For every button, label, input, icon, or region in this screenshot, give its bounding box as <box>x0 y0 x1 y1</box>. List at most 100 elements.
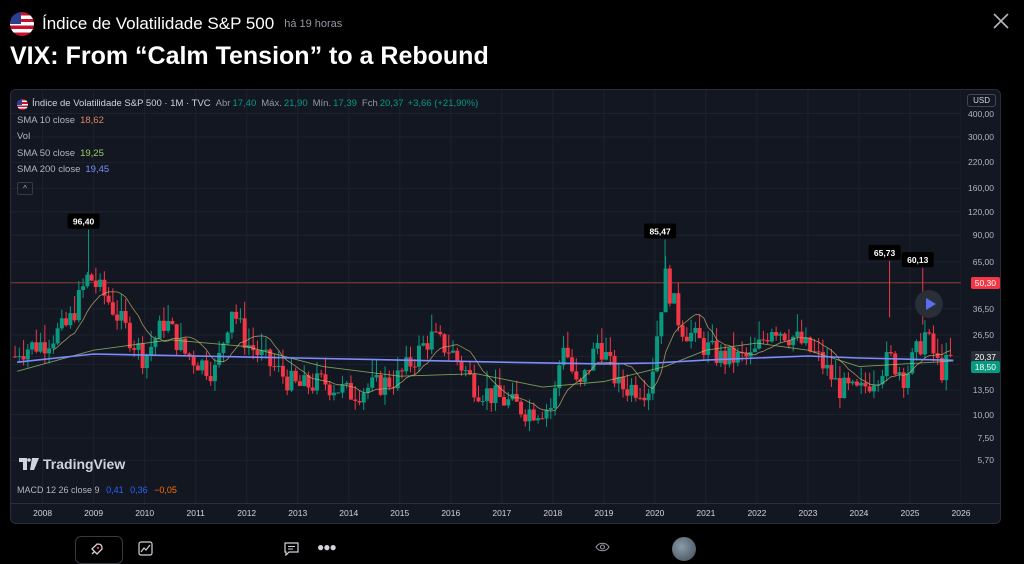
candle-body <box>714 340 719 364</box>
candle-body <box>829 364 834 380</box>
candle-body <box>195 365 200 371</box>
candle-body <box>608 351 613 356</box>
sma10-line <box>53 291 951 412</box>
candle-body <box>506 399 511 406</box>
candle-body <box>187 353 192 357</box>
price-scale[interactable]: 400,00 300,00 220,00 160,00 120,00 90,00 65,00… <box>962 90 1000 490</box>
price-tick: 120,00 <box>968 206 994 217</box>
candle-body <box>931 333 936 354</box>
vol-label[interactable]: Vol <box>17 131 31 142</box>
candle-body <box>935 353 940 358</box>
time-axis[interactable]: 2008 2009 2010 2011 2012 2013 2014 2015 2016 2017… <box>11 503 1000 522</box>
candle-body <box>914 341 919 353</box>
candle-body <box>565 347 570 358</box>
price-plot[interactable]: 96,40 85,47 65,73 60,13 <box>11 90 961 503</box>
bottom-bar: ●●● <box>0 534 1024 564</box>
candle-body <box>493 385 498 404</box>
candle-body <box>234 311 239 319</box>
time-tick: 2018 <box>543 508 563 518</box>
candle-body <box>370 377 375 388</box>
candle-body <box>918 341 923 355</box>
candle-body <box>701 338 706 355</box>
candle-body <box>485 388 490 402</box>
sma50-label[interactable]: SMA 50 close <box>17 147 76 159</box>
candle-body <box>68 313 73 326</box>
author-link[interactable] <box>672 537 704 561</box>
candle-body <box>536 418 541 421</box>
candle-body <box>468 370 473 375</box>
macd-label[interactable]: MACD 12 26 close 9 <box>17 485 100 495</box>
candle-body <box>786 340 791 346</box>
candle-body <box>412 366 417 368</box>
candle-body <box>514 393 519 402</box>
candle-body <box>544 409 549 419</box>
sma10-label[interactable]: SMA 10 close <box>17 114 76 126</box>
candle-body <box>595 342 600 349</box>
candle-body <box>302 375 307 386</box>
price-tick: 160,00 <box>968 183 994 194</box>
candle-body <box>523 414 528 422</box>
candle-body <box>752 348 757 353</box>
play-replay-button[interactable] <box>915 290 943 318</box>
candle-body <box>42 342 47 354</box>
candle-body <box>17 356 22 358</box>
chart-panel[interactable]: 96,40 85,47 65,73 60,13 Índice de Volatilid… <box>10 89 1001 524</box>
candle-body <box>72 313 77 321</box>
time-tick: 2009 <box>84 508 104 518</box>
candle-body <box>425 343 430 350</box>
sma200-label[interactable]: SMA 200 close <box>17 164 81 175</box>
candle-body <box>47 348 52 354</box>
peak-label: 85,47 <box>644 223 677 239</box>
candle-body <box>625 389 630 396</box>
candle-body <box>527 409 532 422</box>
candle-body <box>927 332 932 334</box>
candle-body <box>319 373 324 375</box>
candle-body <box>59 318 64 329</box>
candle-body <box>361 392 366 403</box>
candle-body <box>323 374 328 385</box>
candle-body <box>64 318 69 326</box>
currency-button[interactable]: USD <box>967 94 996 107</box>
boost-button[interactable] <box>75 536 123 564</box>
candle-body <box>731 347 736 363</box>
more-options-icon[interactable]: ●●● <box>317 540 337 554</box>
candle-body <box>489 388 494 404</box>
candle-body <box>285 376 290 391</box>
candle-body <box>769 332 774 342</box>
candle-body <box>374 374 379 378</box>
time-tick: 2024 <box>849 508 869 518</box>
collapse-legend-button[interactable]: ^ <box>17 181 33 195</box>
candle-body <box>782 333 787 341</box>
candle-body <box>497 385 502 397</box>
time-tick: 2020 <box>645 508 665 518</box>
candle-body <box>297 381 302 386</box>
candle-body <box>519 401 524 415</box>
legend-high: 21,90 <box>283 98 308 109</box>
candle-body <box>421 343 426 346</box>
legend-close-label: Fch <box>361 98 378 109</box>
candle-body <box>327 384 332 396</box>
legend-symbol[interactable]: Índice de Volatilidade S&P 500 · 1M · TV… <box>32 98 211 109</box>
candle-body <box>710 340 715 343</box>
comment-icon[interactable] <box>284 542 299 556</box>
candle-body <box>795 331 800 337</box>
candle-body <box>280 365 285 377</box>
candle-body <box>438 331 443 335</box>
candle-body <box>416 345 421 367</box>
candle-body <box>557 365 562 389</box>
time-tick: 2010 <box>135 508 155 518</box>
candle-body <box>293 370 298 382</box>
time-tick: 2019 <box>594 508 614 518</box>
chart-icon <box>138 541 153 556</box>
legend-close: 20,37 <box>379 98 404 109</box>
candle-body <box>212 364 217 382</box>
us-flag-icon <box>17 98 28 110</box>
close-icon[interactable] <box>992 12 1010 30</box>
candle-body <box>735 351 740 363</box>
symbol-title[interactable]: Índice de Volatilidade S&P 500 <box>42 14 275 33</box>
open-chart-button[interactable] <box>138 541 159 556</box>
candle-body <box>378 374 383 395</box>
sma10-value: 18,62 <box>80 114 104 126</box>
candle-body <box>106 295 111 303</box>
candle-body <box>289 370 294 391</box>
